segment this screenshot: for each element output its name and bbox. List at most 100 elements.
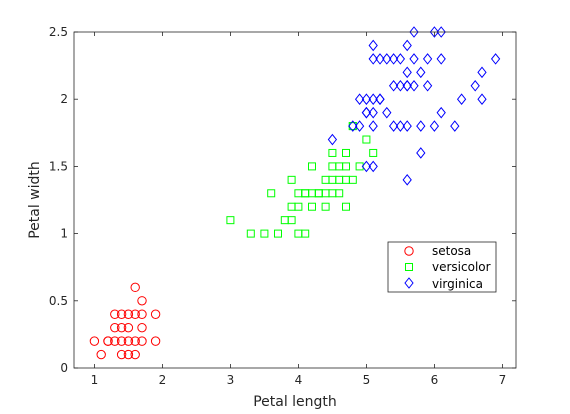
y-axis-ticks: 0 0.5 1 1.5 2 2.5	[49, 25, 516, 375]
virginica-point	[429, 120, 440, 132]
versicolor-point	[267, 189, 276, 198]
setosa-point	[116, 309, 127, 319]
y-tick-label: 0	[60, 361, 68, 375]
virginica-point	[409, 26, 419, 38]
virginica-point	[436, 26, 446, 38]
setosa-point	[137, 336, 147, 346]
virginica-point	[416, 147, 426, 159]
virginica-point	[361, 160, 372, 173]
y-tick-label: 0.5	[49, 294, 68, 308]
versicolor-point	[355, 162, 364, 171]
setosa-point	[137, 309, 147, 319]
legend-entry-virginica: virginica	[404, 277, 483, 291]
setosa-point	[123, 309, 134, 319]
legend-marker-setosa	[404, 246, 414, 256]
legend-label-setosa: setosa	[432, 244, 471, 258]
setosa-point	[130, 282, 140, 293]
virginica-point	[388, 79, 399, 92]
setosa-point	[130, 336, 140, 346]
virginica-point	[422, 53, 433, 65]
virginica-point	[402, 66, 412, 79]
virginica-point	[361, 106, 372, 119]
legend-label-virginica: virginica	[432, 277, 483, 291]
plot-area	[74, 32, 516, 368]
versicolor-point	[314, 189, 323, 198]
virginica-point	[368, 39, 378, 52]
versicolor-point	[342, 162, 350, 171]
versicolor-point	[301, 229, 310, 238]
x-tick-label: 2	[159, 373, 167, 387]
setosa-point	[89, 336, 100, 346]
versicolor-point	[287, 216, 296, 225]
x-axis-label: Petal length	[253, 394, 337, 410]
setosa-point	[123, 336, 134, 346]
versicolor-point	[226, 216, 235, 225]
virginica-point	[490, 53, 501, 65]
x-tick-label: 1	[91, 373, 99, 387]
virginica-point	[402, 120, 412, 132]
x-axis-ticks: 1 2 3 4 5 6 7	[91, 32, 507, 387]
virginica-point	[395, 53, 406, 65]
legend-entry-setosa: setosa	[404, 244, 471, 258]
versicolor-point	[362, 135, 371, 144]
virginica-point	[368, 53, 378, 65]
setosa-point	[96, 349, 106, 360]
legend-marker-virginica	[404, 277, 414, 289]
x-tick-label: 4	[295, 373, 303, 387]
virginica-point	[429, 26, 440, 38]
y-tick-label: 1.5	[49, 159, 68, 173]
virginica-point	[402, 79, 412, 92]
setosa-point	[116, 322, 127, 333]
virginica-point	[409, 53, 419, 65]
versicolor-point	[260, 229, 269, 238]
virginica-point	[375, 93, 385, 106]
setosa-point	[150, 309, 161, 319]
setosa-point	[130, 349, 140, 360]
virginica-point	[368, 93, 378, 106]
legend-marker-versicolor	[405, 263, 413, 271]
virginica-point	[375, 53, 385, 65]
setosa-point	[150, 336, 161, 346]
virginica-point	[422, 79, 433, 92]
setosa-point	[110, 309, 120, 319]
virginica-point	[348, 120, 358, 132]
versicolor-point	[321, 202, 330, 211]
versicolor-point	[287, 175, 296, 184]
virginica-point	[395, 120, 406, 132]
legend-entry-versicolor: versicolor	[405, 260, 491, 274]
virginica-point	[477, 66, 487, 79]
virginica-point	[388, 120, 399, 132]
virginica-point	[388, 53, 399, 65]
versicolor-point	[308, 202, 316, 211]
versicolor-point	[246, 229, 255, 238]
data-marks	[89, 26, 501, 360]
x-tick-label: 7	[499, 373, 507, 387]
versicolor-point	[328, 148, 337, 157]
setosa-point	[103, 336, 113, 346]
y-tick-label: 2	[60, 92, 68, 106]
x-tick-label: 5	[363, 373, 371, 387]
virginica-point	[416, 66, 426, 79]
setosa-point	[116, 349, 127, 360]
virginica-point	[368, 160, 378, 173]
virginica-point	[436, 106, 446, 119]
virginica-point	[368, 120, 378, 132]
versicolor-point	[348, 175, 357, 184]
setosa-point	[110, 322, 120, 333]
versicolor-point	[335, 189, 344, 198]
virginica-point	[354, 93, 365, 106]
virginica-point	[450, 120, 460, 132]
virginica-point	[354, 120, 365, 132]
versicolor-point	[294, 202, 303, 211]
setosa-point	[137, 296, 147, 306]
virginica-point	[416, 120, 426, 132]
virginica-point	[456, 93, 467, 106]
series-virginica	[327, 26, 501, 186]
y-tick-label: 2.5	[49, 25, 68, 39]
virginica-point	[382, 53, 392, 65]
y-tick-label: 1	[60, 227, 68, 241]
x-tick-label: 6	[431, 373, 439, 387]
legend-label-versicolor: versicolor	[432, 260, 491, 274]
series-setosa	[89, 282, 161, 360]
